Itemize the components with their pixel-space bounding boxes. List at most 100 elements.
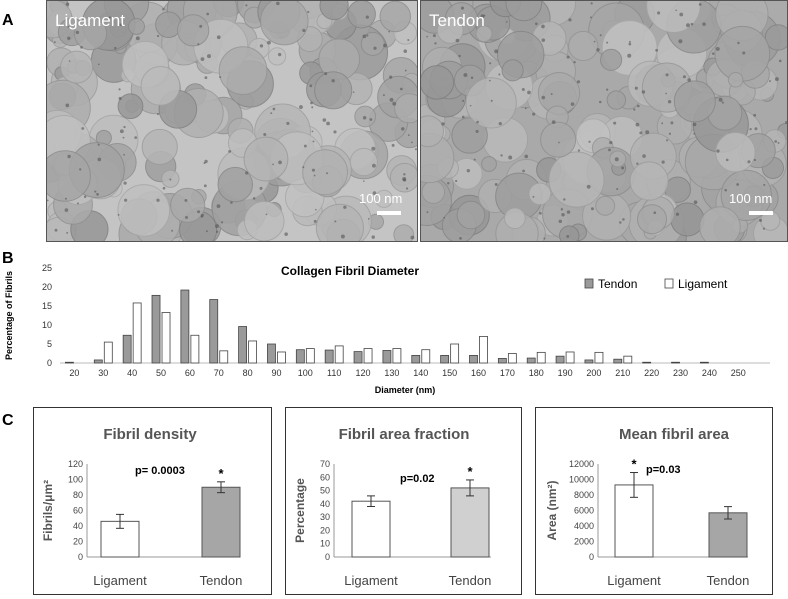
y-tick-label: 12000 bbox=[569, 459, 594, 469]
texture-speck bbox=[66, 231, 69, 234]
y-tick-label: 40 bbox=[320, 499, 330, 509]
texture-speck bbox=[65, 2, 70, 6]
texture-speck bbox=[721, 101, 724, 104]
texture-speck bbox=[372, 191, 377, 195]
texture-speck bbox=[265, 213, 268, 216]
x-tick-label: 70 bbox=[214, 368, 224, 378]
texture-speck bbox=[55, 14, 58, 17]
texture-speck bbox=[668, 132, 672, 135]
bar-tendon bbox=[497, 358, 507, 364]
texture-speck bbox=[340, 234, 345, 239]
y-tick-label: 80 bbox=[73, 490, 83, 500]
texture-speck bbox=[613, 121, 617, 125]
texture-speck bbox=[411, 141, 413, 144]
texture-speck bbox=[276, 1, 280, 6]
bar-ligament bbox=[623, 355, 633, 364]
texture-speck bbox=[532, 195, 535, 198]
texture-speck bbox=[94, 190, 97, 193]
texture-speck bbox=[369, 118, 373, 121]
texture-speck bbox=[363, 180, 365, 183]
texture-speck bbox=[774, 140, 778, 143]
y-tick-label: 15 bbox=[42, 301, 52, 311]
texture-speck bbox=[462, 99, 465, 102]
texture-speck bbox=[616, 187, 619, 191]
texture-speck bbox=[401, 127, 405, 131]
texture-speck bbox=[426, 211, 429, 214]
bar-tendon bbox=[324, 349, 334, 364]
x-tick-label: 80 bbox=[243, 368, 253, 378]
x-tick-label: 140 bbox=[413, 368, 428, 378]
texture-speck bbox=[426, 35, 428, 38]
texture-speck bbox=[313, 219, 317, 223]
texture-speck bbox=[541, 95, 546, 100]
bar-tendon bbox=[555, 355, 565, 364]
texture-speck bbox=[343, 205, 347, 209]
texture-speck bbox=[184, 198, 188, 202]
texture-speck bbox=[333, 130, 337, 134]
x-tick-label: 20 bbox=[69, 368, 79, 378]
texture-speck bbox=[736, 183, 740, 186]
bar-ligament bbox=[479, 336, 488, 364]
texture-speck bbox=[371, 235, 375, 239]
texture-speck bbox=[252, 197, 256, 200]
texture-speck bbox=[622, 218, 625, 221]
fibril-cross-section bbox=[699, 206, 741, 241]
texture-speck bbox=[263, 132, 267, 137]
texture-speck bbox=[97, 157, 102, 162]
texture-speck bbox=[541, 24, 545, 29]
fibril-cross-section bbox=[393, 224, 415, 241]
texture-speck bbox=[54, 228, 58, 232]
texture-speck bbox=[388, 30, 390, 33]
bar-tendon bbox=[440, 355, 450, 364]
y-axis-label: Percentage bbox=[293, 478, 307, 543]
texture-speck bbox=[459, 236, 462, 240]
fibril-cross-section bbox=[347, 1, 376, 29]
y-tick-label: 20 bbox=[73, 537, 83, 547]
x-tick-label: 40 bbox=[127, 368, 137, 378]
fibril-cross-section bbox=[673, 80, 716, 123]
texture-speck bbox=[169, 178, 172, 181]
texture-speck bbox=[609, 140, 613, 145]
bar-ligament bbox=[565, 351, 575, 364]
texture-speck bbox=[310, 101, 313, 105]
diameter-histogram: 0 5 10 15 20 25 Percentage of Fibrils Collagen … bbox=[4, 263, 770, 395]
fibril-area-fraction-chart: Fibril area fraction 0 10 20 30 40 50 60 70 Perce… bbox=[293, 426, 491, 588]
y-tick-label: 0 bbox=[78, 552, 83, 562]
y-axis-label: Percentage of Fibrils bbox=[4, 271, 14, 360]
x-tick-label: 110 bbox=[327, 368, 341, 378]
fibril-cross-section bbox=[629, 161, 669, 201]
fibril-cross-section bbox=[714, 25, 771, 82]
fibril-cross-section bbox=[243, 136, 289, 182]
texture-speck bbox=[475, 129, 479, 133]
texture-speck bbox=[558, 141, 560, 144]
texture-speck bbox=[627, 53, 632, 58]
texture-speck bbox=[754, 127, 758, 131]
texture-speck bbox=[367, 217, 370, 220]
bar-ligament bbox=[305, 348, 315, 364]
texture-speck bbox=[551, 120, 556, 125]
texture-speck bbox=[476, 120, 479, 124]
texture-speck bbox=[606, 88, 609, 91]
bar-ligament bbox=[351, 500, 391, 558]
texture-speck bbox=[535, 22, 538, 26]
texture-speck bbox=[543, 237, 546, 240]
fibril-cross-section bbox=[475, 25, 493, 43]
bar-tendon bbox=[450, 487, 490, 558]
x-tick-label: 240 bbox=[702, 368, 717, 378]
texture-speck bbox=[777, 142, 780, 144]
fibril-cross-section bbox=[302, 149, 348, 196]
texture-speck bbox=[769, 80, 771, 83]
texture-speck bbox=[392, 101, 397, 106]
mean-fibril-area-chart: Mean fibril area 0 2000 4000 6000 8000 10000 12… bbox=[545, 426, 749, 588]
fibril-cross-section bbox=[727, 71, 744, 88]
texture-speck bbox=[586, 184, 591, 189]
texture-speck bbox=[458, 54, 461, 58]
texture-speck bbox=[313, 174, 316, 177]
texture-speck bbox=[64, 208, 69, 212]
texture-speck bbox=[206, 12, 210, 16]
texture-speck bbox=[577, 149, 581, 152]
fibril-cross-section bbox=[501, 59, 524, 82]
category-label: Tendon bbox=[200, 573, 243, 588]
texture-speck bbox=[524, 107, 527, 110]
texture-speck bbox=[403, 173, 406, 176]
